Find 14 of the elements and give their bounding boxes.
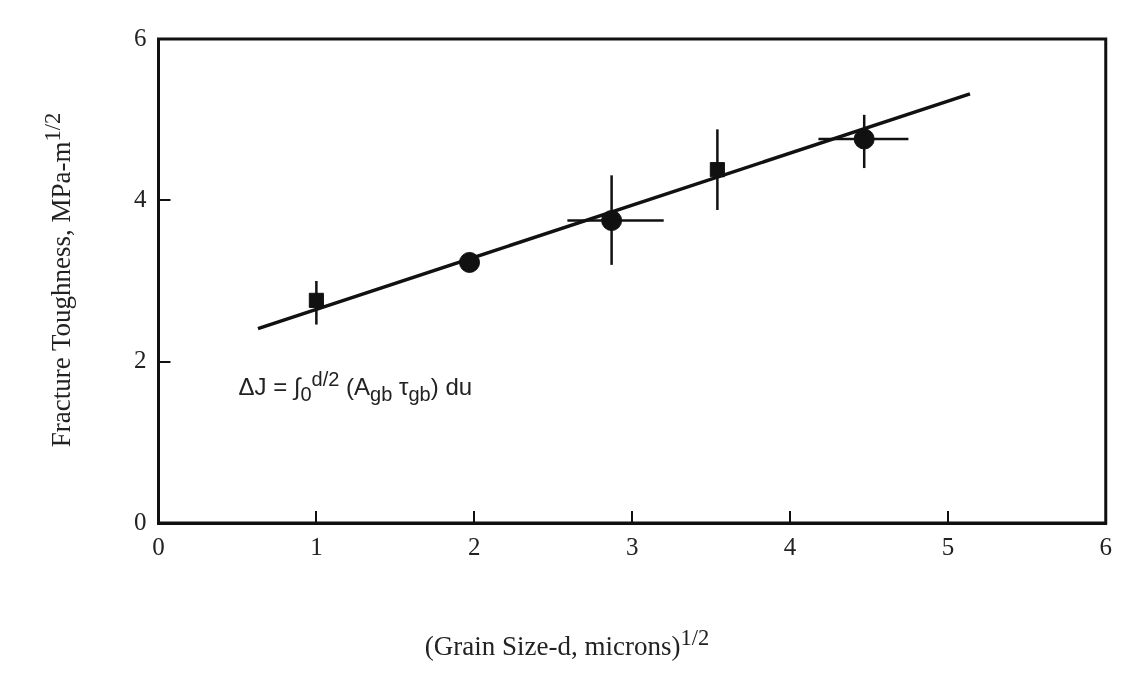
x-tick-label: 1 xyxy=(310,532,323,560)
x-tick-label: 2 xyxy=(468,532,481,560)
x-tick-label: 6 xyxy=(1099,532,1112,560)
x-tick-label: 0 xyxy=(152,532,165,560)
x-tick-label: 5 xyxy=(941,532,955,560)
y-tick-label: 4 xyxy=(134,184,147,212)
x-tick-label: 3 xyxy=(625,532,639,560)
y-tick-label: 0 xyxy=(134,507,147,535)
annotation: ΔJ = ∫$_{0}$$^{d/2}$ (A$_{gb}$ τ$_{gb}$) du xyxy=(238,368,473,406)
x-tick-label: 4 xyxy=(783,532,797,560)
y-tick-label: 2 xyxy=(134,346,147,374)
x-axis-title: (Grain Size-d, microns)$^{1/2}$ xyxy=(423,625,711,662)
point xyxy=(459,251,481,273)
y-tick-label: 6 xyxy=(134,23,147,51)
